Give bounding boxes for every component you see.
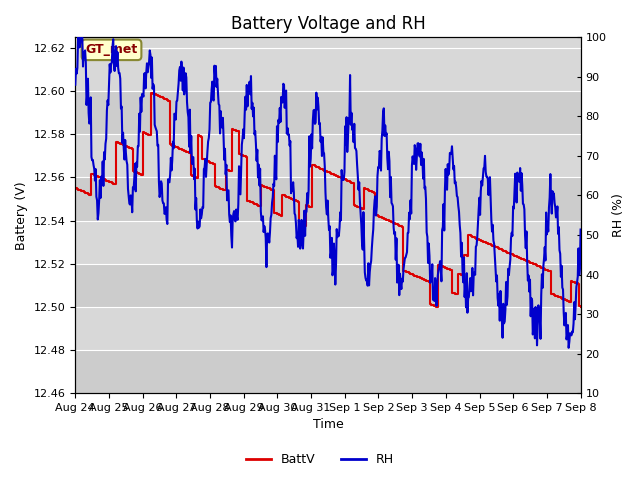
Bar bbox=[76, 350, 580, 393]
Bar bbox=[76, 221, 580, 264]
Title: Battery Voltage and RH: Battery Voltage and RH bbox=[230, 15, 426, 33]
Text: GT_met: GT_met bbox=[85, 43, 138, 56]
Legend: BattV, RH: BattV, RH bbox=[241, 448, 399, 471]
Y-axis label: RH (%): RH (%) bbox=[612, 193, 625, 237]
Bar bbox=[76, 91, 580, 134]
Y-axis label: Battery (V): Battery (V) bbox=[15, 181, 28, 250]
Bar bbox=[76, 307, 580, 350]
Bar bbox=[76, 134, 580, 178]
X-axis label: Time: Time bbox=[312, 419, 343, 432]
Bar bbox=[76, 48, 580, 91]
Bar bbox=[76, 264, 580, 307]
Bar bbox=[76, 178, 580, 221]
